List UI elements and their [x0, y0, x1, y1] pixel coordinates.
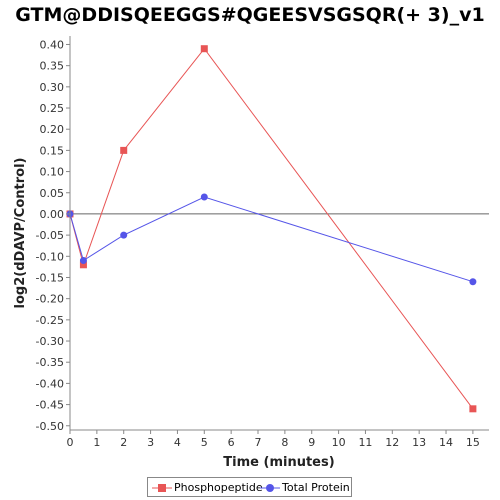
x-tick-label: 9 [308, 436, 315, 449]
x-axis-label: Time (minutes) [223, 455, 334, 470]
data-point-total-protein [79, 257, 87, 265]
y-tick-label: -0.10 [36, 250, 64, 263]
y-tick-label: -0.45 [36, 399, 64, 412]
square-marker-icon [152, 484, 172, 492]
y-tick-label: 0.10 [40, 166, 65, 179]
data-point-phosphopeptide [200, 45, 208, 53]
x-tick-label: 14 [439, 436, 453, 449]
x-tick-label: 13 [412, 436, 426, 449]
x-tick-label: 2 [120, 436, 127, 449]
x-tick-label: 11 [358, 436, 372, 449]
legend-label: Total Protein [282, 481, 350, 494]
circle-marker-icon [260, 484, 280, 492]
y-tick-label: -0.20 [36, 293, 64, 306]
y-tick-label: 0.00 [40, 208, 65, 221]
x-tick-label: 4 [174, 436, 181, 449]
chart-title: GTM@DDISQEEGGS#QGEESVSGSQR(+ 3)_v1 [15, 4, 485, 26]
x-tick-label: 7 [255, 436, 262, 449]
x-tick-label: 8 [281, 436, 288, 449]
y-tick-label: 0.40 [40, 38, 65, 51]
x-tick-label: 1 [93, 436, 100, 449]
y-tick-label: 0.20 [40, 123, 65, 136]
y-tick-label: 0.05 [40, 187, 65, 200]
x-tick-label: 15 [466, 436, 480, 449]
y-tick-label: 0.30 [40, 81, 65, 94]
legend: Phosphopeptide Total Protein [147, 477, 352, 497]
data-point-total-protein [120, 231, 128, 239]
y-tick-label: 0.35 [40, 60, 65, 73]
y-tick-label: -0.15 [36, 271, 64, 284]
x-tick-label: 12 [385, 436, 399, 449]
data-point-phosphopeptide [120, 146, 128, 154]
y-tick-label: -0.25 [36, 314, 64, 327]
x-tick-label: 5 [201, 436, 208, 449]
y-axis-label: log2(dDAVP/Control) [13, 158, 28, 309]
data-point-total-protein [469, 278, 477, 286]
x-tick-label: 0 [67, 436, 74, 449]
y-tick-label: -0.40 [36, 377, 64, 390]
y-tick-label: 0.25 [40, 102, 65, 115]
plot-area [70, 36, 489, 430]
data-point-total-protein [200, 193, 208, 201]
data-point-phosphopeptide [79, 261, 87, 269]
y-tick-label: -0.50 [36, 420, 64, 433]
legend-label: Phosphopeptide [174, 481, 263, 494]
y-tick-label: -0.35 [36, 356, 64, 369]
data-point-phosphopeptide [469, 405, 477, 413]
y-tick-label: -0.05 [36, 229, 64, 242]
y-tick-label: -0.30 [36, 335, 64, 348]
x-tick-label: 10 [332, 436, 346, 449]
y-tick-label: 0.15 [40, 144, 65, 157]
x-tick-label: 3 [147, 436, 154, 449]
x-tick-label: 6 [228, 436, 235, 449]
